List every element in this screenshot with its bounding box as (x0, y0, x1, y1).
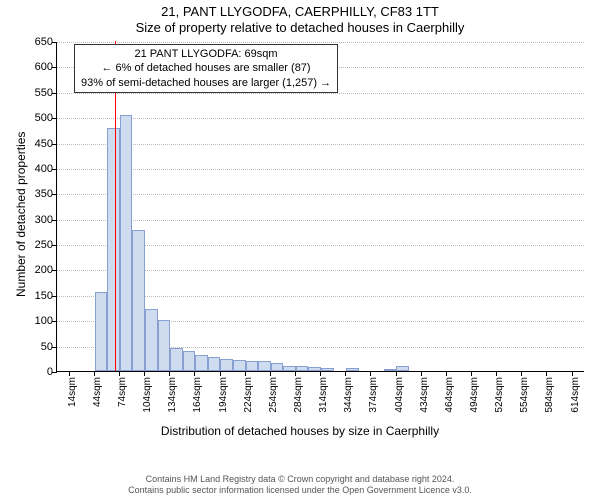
y-tick-label: 600 (35, 61, 57, 73)
gridline (57, 118, 584, 119)
x-tick-mark (421, 371, 422, 376)
x-tick-label: 254sqm (268, 377, 279, 413)
annotation-line2: ← 6% of detached houses are smaller (87) (81, 61, 331, 75)
histogram-bar (95, 292, 108, 371)
histogram-bar (132, 230, 145, 371)
x-tick-label: 14sqm (67, 377, 78, 407)
x-tick-mark (245, 371, 246, 376)
y-tick-label: 500 (35, 112, 57, 124)
y-tick-label: 550 (35, 87, 57, 99)
x-tick-label: 464sqm (444, 377, 455, 413)
x-tick-label: 284sqm (293, 377, 304, 413)
histogram-bar (170, 348, 183, 371)
x-tick-label: 164sqm (192, 377, 203, 413)
x-tick-mark (345, 371, 346, 376)
x-tick-mark (446, 371, 447, 376)
annotation-line3: 93% of semi-detached houses are larger (… (81, 76, 331, 90)
gridline (57, 194, 584, 195)
x-tick-label: 584sqm (544, 377, 555, 413)
y-tick-label: 100 (35, 315, 57, 327)
x-tick-label: 554sqm (519, 377, 530, 413)
x-tick-mark (144, 371, 145, 376)
x-tick-label: 524sqm (494, 377, 505, 413)
y-tick-label: 300 (35, 214, 57, 226)
histogram-bar (220, 359, 233, 371)
footer: Contains HM Land Registry data © Crown c… (0, 471, 600, 500)
histogram-bar (183, 351, 196, 371)
footer-line1: Contains HM Land Registry data © Crown c… (4, 474, 596, 485)
gridline (57, 93, 584, 94)
x-tick-label: 434sqm (419, 377, 430, 413)
x-tick-mark (69, 371, 70, 376)
y-tick-label: 350 (35, 188, 57, 200)
x-tick-mark (471, 371, 472, 376)
gridline (57, 220, 584, 221)
x-tick-label: 44sqm (92, 377, 103, 407)
histogram-bar (296, 366, 309, 371)
x-tick-mark (295, 371, 296, 376)
property-annotation: 21 PANT LLYGODFA: 69sqm ← 6% of detached… (74, 44, 338, 93)
x-tick-label: 494sqm (469, 377, 480, 413)
y-tick-label: 250 (35, 239, 57, 251)
x-tick-mark (94, 371, 95, 376)
x-axis-label: Distribution of detached houses by size … (0, 424, 600, 438)
histogram-bar (145, 309, 158, 371)
x-tick-label: 224sqm (243, 377, 254, 413)
histogram-bar (346, 368, 359, 371)
histogram-bar (396, 366, 409, 371)
x-tick-mark (220, 371, 221, 376)
x-tick-label: 344sqm (343, 377, 354, 413)
gridline (57, 169, 584, 170)
y-tick-label: 150 (35, 290, 57, 302)
y-tick-label: 200 (35, 264, 57, 276)
x-tick-mark (546, 371, 547, 376)
x-tick-label: 74sqm (117, 377, 128, 407)
x-tick-label: 194sqm (218, 377, 229, 413)
y-tick-label: 0 (47, 366, 57, 378)
histogram-bar (233, 360, 246, 371)
x-tick-mark (194, 371, 195, 376)
histogram-bar (107, 128, 120, 371)
y-tick-label: 400 (35, 163, 57, 175)
title-line2: Size of property relative to detached ho… (0, 20, 600, 35)
x-tick-label: 104sqm (142, 377, 153, 413)
y-axis-label: Number of detached properties (14, 132, 28, 297)
x-tick-label: 404sqm (394, 377, 405, 413)
histogram-bar (321, 368, 334, 371)
x-tick-mark (320, 371, 321, 376)
y-tick-label: 50 (41, 341, 57, 353)
x-tick-mark (496, 371, 497, 376)
x-tick-mark (270, 371, 271, 376)
gridline (57, 144, 584, 145)
x-tick-mark (370, 371, 371, 376)
y-tick-label: 450 (35, 138, 57, 150)
x-tick-mark (169, 371, 170, 376)
x-tick-mark (572, 371, 573, 376)
histogram-bar (308, 367, 321, 371)
histogram-bar (384, 369, 397, 371)
x-tick-mark (521, 371, 522, 376)
x-tick-label: 614sqm (570, 377, 581, 413)
histogram-bar (246, 361, 259, 371)
histogram-bar (120, 115, 133, 371)
y-tick-label: 650 (35, 36, 57, 48)
x-tick-label: 314sqm (318, 377, 329, 413)
x-tick-mark (119, 371, 120, 376)
histogram-bar (158, 320, 171, 371)
x-tick-label: 134sqm (167, 377, 178, 413)
x-tick-label: 374sqm (368, 377, 379, 413)
histogram-bar (195, 355, 208, 371)
histogram-bar (283, 366, 296, 371)
title-block: 21, PANT LLYGODFA, CAERPHILLY, CF83 1TT … (0, 0, 600, 35)
histogram-bar (271, 363, 284, 371)
footer-line2: Contains public sector information licen… (4, 485, 596, 496)
gridline (57, 42, 584, 43)
x-tick-mark (396, 371, 397, 376)
histogram-bar (258, 361, 271, 371)
title-line1: 21, PANT LLYGODFA, CAERPHILLY, CF83 1TT (0, 4, 600, 19)
annotation-line1: 21 PANT LLYGODFA: 69sqm (81, 47, 331, 61)
histogram-bar (208, 357, 221, 371)
